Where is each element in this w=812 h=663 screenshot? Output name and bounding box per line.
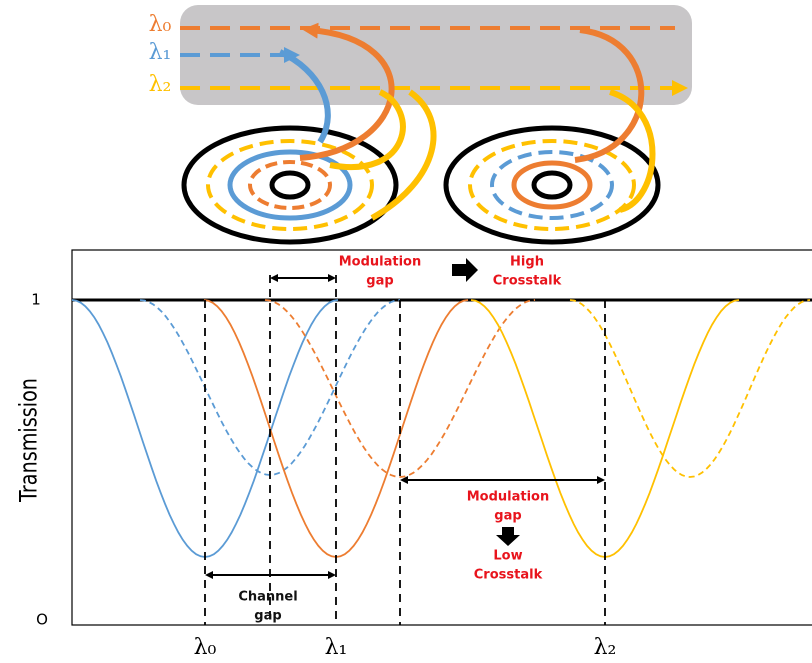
waveguide-lines xyxy=(180,26,688,96)
y-axis-label: Transmission xyxy=(16,378,44,503)
ring-right xyxy=(443,125,661,245)
annotation: gap xyxy=(366,274,393,289)
annotation: Low xyxy=(493,549,522,564)
coupling-arrows xyxy=(278,22,656,221)
x-label: λ₁ xyxy=(325,635,348,660)
x-label: λ₀ xyxy=(194,635,217,660)
arrow-down xyxy=(496,527,520,546)
wavelength-label: λ₂ xyxy=(149,72,172,97)
x-label: λ₂ xyxy=(594,635,617,660)
annotation: Modulation xyxy=(339,255,422,270)
wavelength-label: λ₁ xyxy=(149,40,172,65)
transmission-curves xyxy=(72,299,811,558)
transmission-curve xyxy=(569,299,811,478)
channel-lines xyxy=(204,275,606,625)
ring-left xyxy=(181,125,399,245)
annotation: Channel xyxy=(238,590,297,605)
gap-arrows xyxy=(205,274,605,579)
y-tick-label: 1 xyxy=(31,291,41,309)
annotation: Crosstalk xyxy=(493,274,562,289)
y-tick-label: O xyxy=(36,611,48,629)
wavelength-label: λ₀ xyxy=(149,12,172,37)
arrow-right xyxy=(452,258,478,282)
annotation: Modulation xyxy=(467,490,550,505)
annotation: gap xyxy=(254,609,281,624)
annotation: High xyxy=(510,255,544,270)
plot-frame xyxy=(71,249,812,626)
annotation: Crosstalk xyxy=(474,568,543,583)
annotation: gap xyxy=(494,509,521,524)
